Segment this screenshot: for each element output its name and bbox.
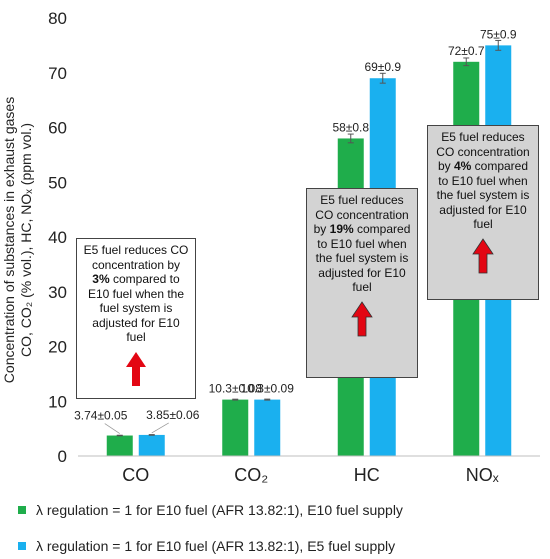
y-tick-label: 80 [48,9,67,28]
bar [254,399,281,456]
y-tick-label: 10 [48,392,67,411]
x-tick-label: CO₂ [234,465,268,485]
y-axis: 0 10 20 30 40 50 60 70 80 [48,9,67,466]
co-annotation-percent: 3% [92,272,110,286]
legend-swatch-e5 [18,542,26,550]
legend-label-e5: λ regulation = 1 for E10 fuel (AFR 13.82… [36,538,396,554]
data-label: 75±0.9 [480,27,517,41]
hc-annotation-pre: E5 fuel reduces CO concentration by [313,193,409,236]
y-tick-label: 30 [48,283,67,302]
legend-item-e5-supply: λ regulation = 1 for E10 fuel (AFR 13.82… [18,538,395,554]
co-annotation-post: compared to E10 fuel when the fuel syste… [87,272,185,344]
up-arrow-icon [126,351,146,386]
y-tick-label: 60 [48,119,67,138]
legend-label-e10: λ regulation = 1 for E10 fuel (AFR 13.82… [36,502,403,518]
data-label: 10.3±0.09 [241,382,295,396]
hc-annotation-percent: 19% [329,222,354,236]
legend-swatch-e10 [18,506,26,514]
nox-annotation-box: E5 fuel reduces CO concentration by 4% c… [427,125,539,300]
y-tick-label: 0 [58,447,67,466]
co-annotation-box: E5 fuel reduces CO concentration by 3% c… [76,238,196,399]
bar [138,434,165,456]
legend-item-e10-supply: λ regulation = 1 for E10 fuel (AFR 13.82… [18,502,403,518]
x-tick-label: NOₓ [466,465,499,485]
x-tick-label: HC [354,465,380,485]
bar [106,435,133,456]
y-tick-label: 70 [48,64,67,83]
nox-annotation-post: compared to E10 fuel when the fuel syste… [436,159,530,231]
y-axis-title: Concentration of substances in exhaust g… [1,97,34,383]
nox-annotation-pre: E5 fuel reduces CO concentration by [436,130,530,173]
nox-annotation-percent: 4% [453,159,472,173]
x-axis: CO CO₂ HC NOₓ [78,455,540,485]
data-label: 10.3±0.08 [209,382,263,396]
data-label-leader [104,423,120,434]
data-label: 58±0.8 [332,120,369,134]
data-label-leader [151,422,169,434]
data-label: 69±0.9 [364,60,401,74]
hc-annotation-post: compared to E10 fuel when the fuel syste… [315,222,411,294]
hc-annotation-box: E5 fuel reduces CO concentration by 19% … [306,188,418,378]
data-label: 3.74±0.05 [74,409,128,423]
x-tick-label: CO [122,465,149,485]
y-axis-title-line-1: Concentration of substances in exhaust g… [1,97,17,383]
co-annotation-pre: E5 fuel reduces CO concentration by [83,243,189,272]
data-label: 3.85±0.06 [146,408,200,422]
bar [222,399,249,456]
up-arrow-icon [472,237,494,273]
y-tick-label: 20 [48,338,67,357]
up-arrow-icon [351,300,373,336]
y-tick-label: 40 [48,228,67,247]
y-tick-label: 50 [48,173,67,192]
y-axis-title-line-2: CO, CO₂ (% vol.), HC, NOₓ (ppm vol.) [18,123,34,357]
data-label: 72±0.7 [448,44,485,58]
